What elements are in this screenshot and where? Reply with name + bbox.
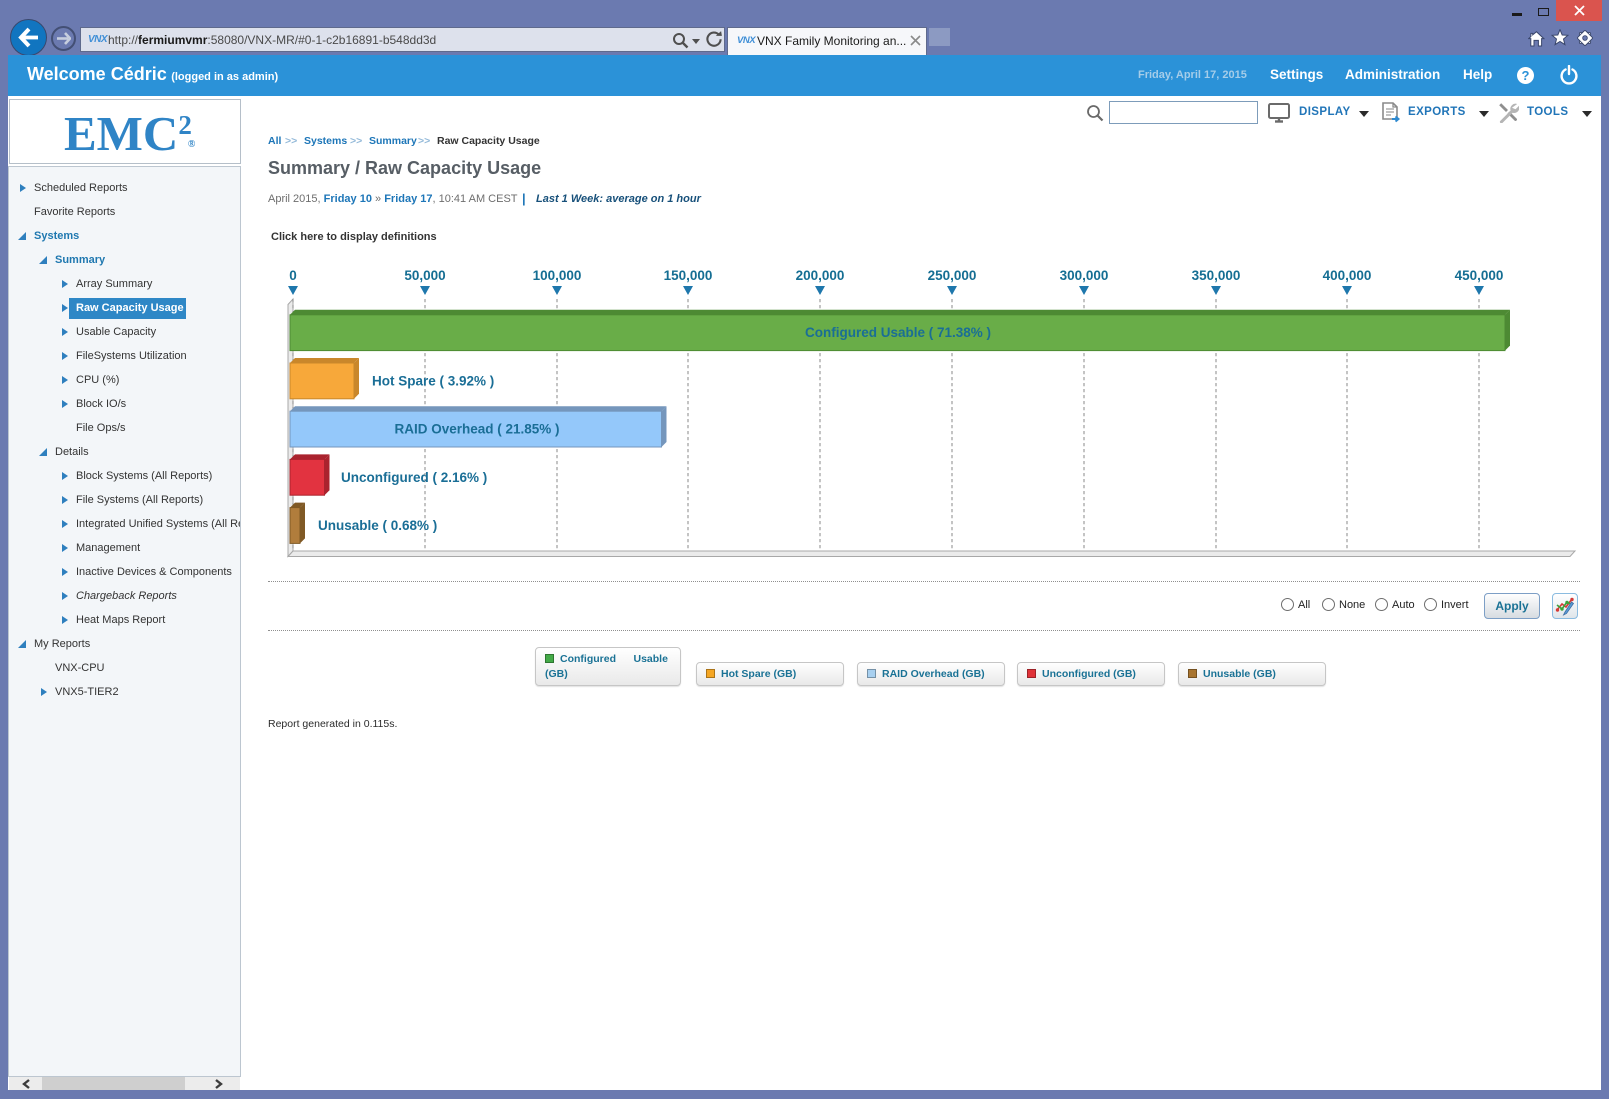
- svg-text:350,000: 350,000: [1192, 268, 1241, 283]
- svg-text:Unusable ( 0.68% ): Unusable ( 0.68% ): [318, 518, 437, 533]
- svg-text:450,000: 450,000: [1455, 268, 1504, 283]
- svg-text:200,000: 200,000: [796, 268, 845, 283]
- svg-text:400,000: 400,000: [1323, 268, 1372, 283]
- svg-text:300,000: 300,000: [1060, 268, 1109, 283]
- svg-text:0: 0: [289, 268, 297, 283]
- svg-text:250,000: 250,000: [928, 268, 977, 283]
- svg-text:Configured Usable ( 71.38% ): Configured Usable ( 71.38% ): [805, 325, 991, 340]
- svg-text:100,000: 100,000: [533, 268, 582, 283]
- svg-text:50,000: 50,000: [404, 268, 445, 283]
- svg-text:Unconfigured ( 2.16% ): Unconfigured ( 2.16% ): [341, 470, 487, 485]
- svg-text:150,000: 150,000: [664, 268, 713, 283]
- svg-text:RAID Overhead ( 21.85% ): RAID Overhead ( 21.85% ): [394, 422, 559, 437]
- svg-text:Hot Spare ( 3.92% ): Hot Spare ( 3.92% ): [372, 374, 494, 389]
